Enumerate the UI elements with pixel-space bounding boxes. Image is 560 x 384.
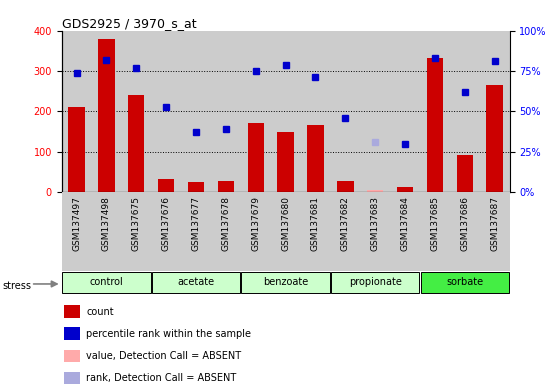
Text: benzoate: benzoate: [263, 277, 308, 287]
Bar: [456, 154, 473, 192]
Bar: [360, 192, 390, 271]
Text: GSM137682: GSM137682: [341, 196, 350, 251]
Text: GSM137679: GSM137679: [251, 196, 260, 251]
Text: stress: stress: [3, 281, 32, 291]
Text: propionate: propionate: [349, 277, 402, 287]
Bar: [64, 372, 80, 384]
Bar: [420, 31, 450, 192]
Text: GSM137678: GSM137678: [221, 196, 230, 251]
Text: GSM137685: GSM137685: [431, 196, 440, 251]
Bar: [68, 108, 85, 192]
Text: GSM137677: GSM137677: [192, 196, 200, 251]
Bar: [390, 192, 420, 271]
Bar: [98, 39, 115, 192]
Bar: [390, 31, 420, 192]
Bar: [397, 187, 413, 192]
Text: GSM137681: GSM137681: [311, 196, 320, 251]
Text: GSM137498: GSM137498: [102, 196, 111, 251]
FancyBboxPatch shape: [152, 272, 240, 293]
Text: GSM137675: GSM137675: [132, 196, 141, 251]
Text: GSM137684: GSM137684: [400, 196, 409, 251]
Text: GSM137683: GSM137683: [371, 196, 380, 251]
Bar: [181, 31, 211, 192]
Bar: [218, 181, 234, 192]
Bar: [307, 126, 324, 192]
Bar: [241, 31, 270, 192]
FancyBboxPatch shape: [421, 272, 509, 293]
Bar: [450, 31, 480, 192]
FancyBboxPatch shape: [62, 272, 151, 293]
Text: GSM137680: GSM137680: [281, 196, 290, 251]
Bar: [158, 179, 174, 192]
Bar: [62, 31, 91, 192]
Text: GSM137687: GSM137687: [490, 196, 499, 251]
Bar: [211, 192, 241, 271]
Bar: [487, 85, 503, 192]
Bar: [64, 305, 80, 318]
Bar: [91, 31, 122, 192]
Bar: [301, 31, 330, 192]
FancyBboxPatch shape: [331, 272, 419, 293]
Text: sorbate: sorbate: [446, 277, 483, 287]
Text: GSM137686: GSM137686: [460, 196, 469, 251]
Bar: [128, 95, 144, 192]
Bar: [241, 192, 270, 271]
Bar: [270, 31, 301, 192]
Text: acetate: acetate: [178, 277, 214, 287]
Text: percentile rank within the sample: percentile rank within the sample: [86, 329, 251, 339]
Text: count: count: [86, 306, 114, 316]
Bar: [64, 328, 80, 340]
Text: value, Detection Call = ABSENT: value, Detection Call = ABSENT: [86, 351, 241, 361]
Text: rank, Detection Call = ABSENT: rank, Detection Call = ABSENT: [86, 373, 236, 383]
Bar: [480, 31, 510, 192]
Bar: [480, 192, 510, 271]
Bar: [122, 192, 151, 271]
Bar: [248, 122, 264, 192]
Bar: [277, 132, 294, 192]
Text: GSM137497: GSM137497: [72, 196, 81, 251]
Bar: [211, 31, 241, 192]
Bar: [188, 182, 204, 192]
FancyBboxPatch shape: [241, 272, 330, 293]
Bar: [420, 192, 450, 271]
Bar: [367, 190, 384, 192]
Bar: [151, 31, 181, 192]
Bar: [151, 192, 181, 271]
Bar: [301, 192, 330, 271]
Text: GDS2925 / 3970_s_at: GDS2925 / 3970_s_at: [62, 17, 196, 30]
Bar: [330, 192, 360, 271]
Bar: [427, 58, 443, 192]
Bar: [270, 192, 301, 271]
Bar: [181, 192, 211, 271]
Bar: [360, 31, 390, 192]
Bar: [122, 31, 151, 192]
Bar: [330, 31, 360, 192]
Bar: [450, 192, 480, 271]
Bar: [62, 192, 91, 271]
Bar: [91, 192, 122, 271]
Text: GSM137676: GSM137676: [162, 196, 171, 251]
Bar: [64, 349, 80, 362]
Bar: [337, 181, 353, 192]
Text: control: control: [90, 277, 123, 287]
